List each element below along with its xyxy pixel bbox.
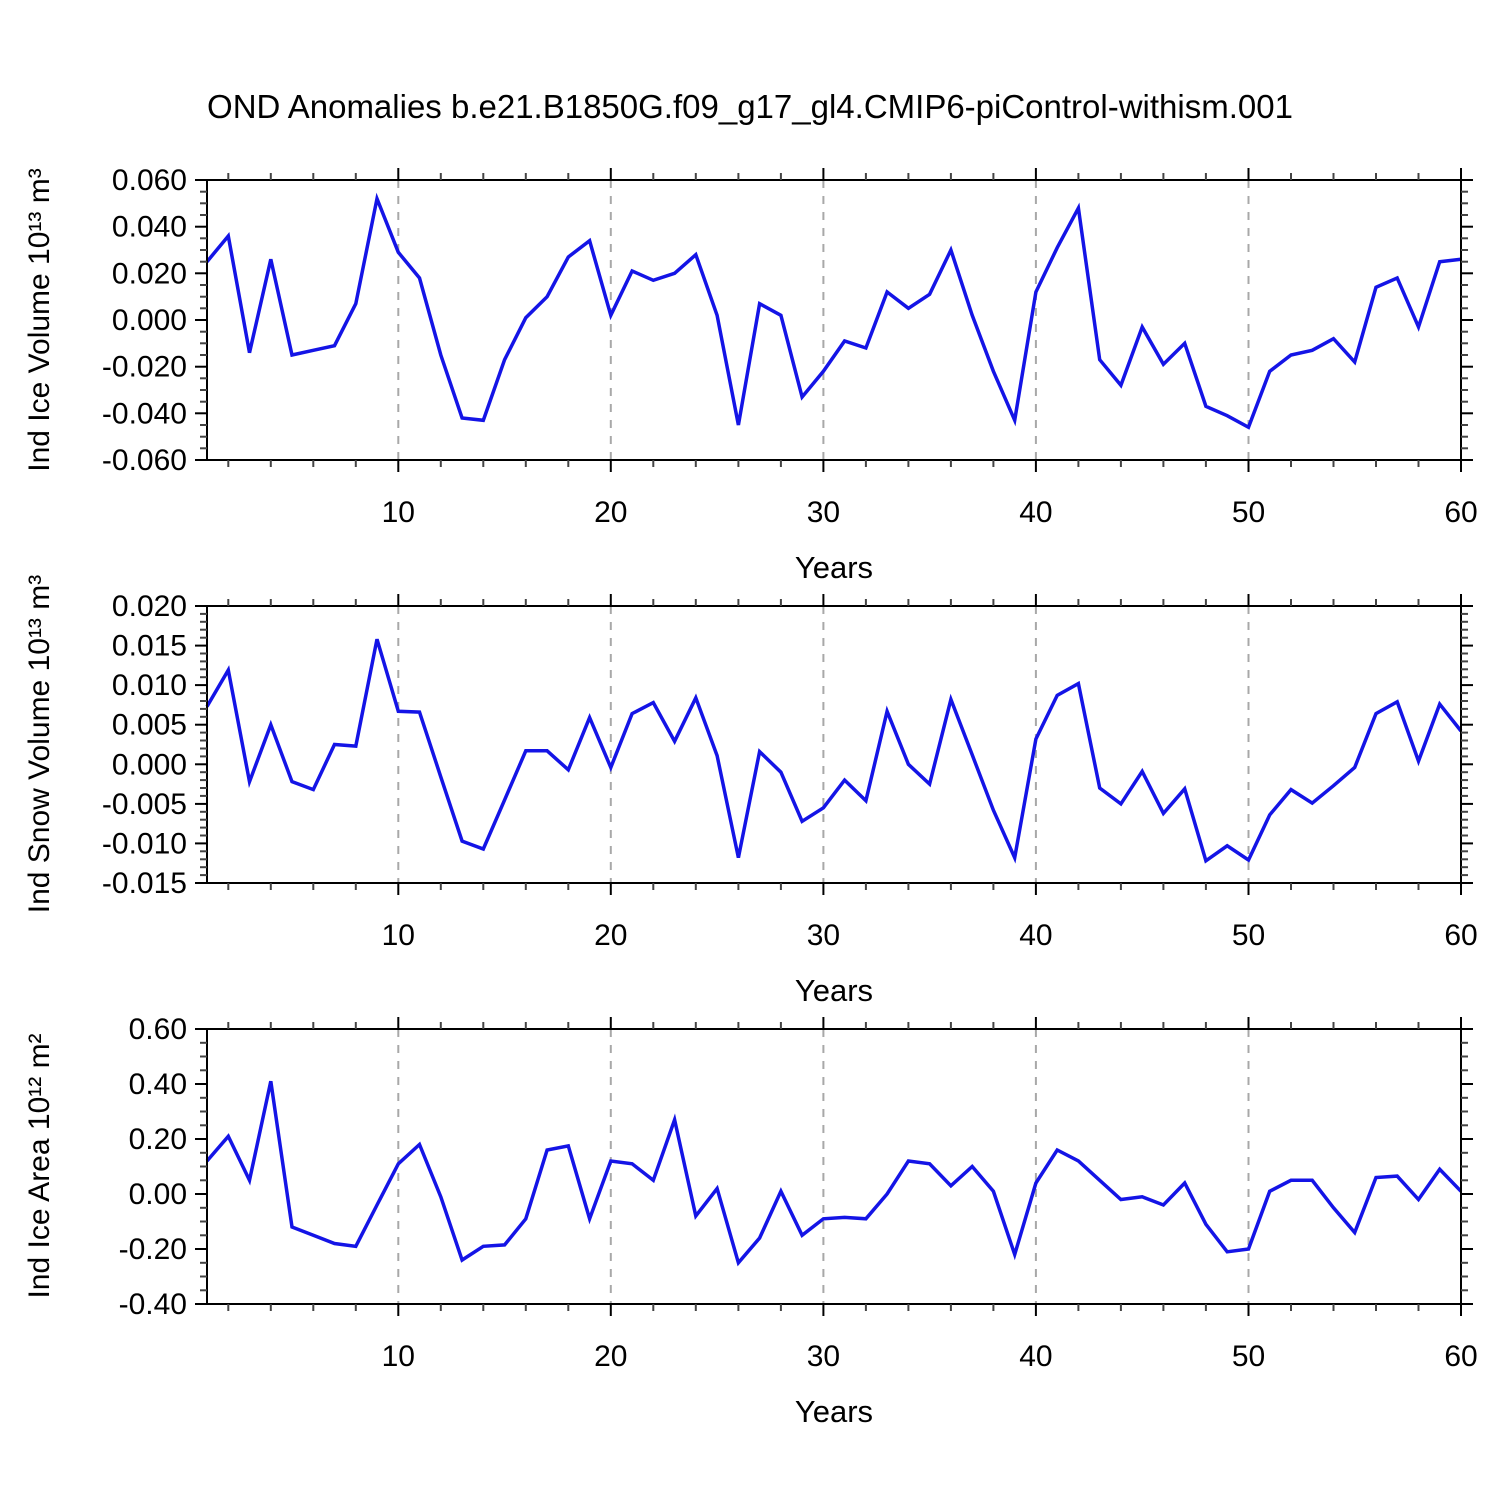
y-tick-label: 0.60 (129, 1013, 187, 1046)
y-tick-label: 0.015 (112, 630, 187, 663)
y-tick-label: 0.005 (112, 709, 187, 742)
x-tick-label: 10 (382, 919, 415, 952)
x-tick-label: 10 (382, 496, 415, 529)
x-tick-label: 20 (594, 496, 627, 529)
x-tick-label: 60 (1444, 496, 1477, 529)
x-tick-label: 30 (807, 919, 840, 952)
y-tick-label: 0.060 (112, 164, 187, 197)
y-tick-label: -0.20 (119, 1233, 187, 1266)
y-tick-label: -0.060 (102, 444, 187, 477)
panel-ind-snow-volume: 10 20 30 40 50 60 0.020 0.015 0.010 0.005 0.000 -0.… (102, 590, 1478, 952)
x-axis-label-panel-2: Years (794, 973, 874, 1008)
y-tick-label: 0.40 (129, 1068, 187, 1101)
y-tick-label: 0.020 (112, 590, 187, 623)
y-tick-label: -0.020 (102, 351, 187, 384)
x-tick-label: 50 (1232, 496, 1265, 529)
x-tick-label: 60 (1444, 919, 1477, 952)
x-tick-label: 30 (807, 1340, 840, 1373)
series-ind-ice-area (205, 1080, 1463, 1267)
chart-title: OND Anomalies b.e21.B1850G.f09_g17_gl4.C… (207, 88, 1293, 125)
y-tick-label: 0.000 (112, 304, 187, 337)
x-tick-label: 50 (1232, 919, 1265, 952)
y-tick-label: 0.040 (112, 211, 187, 244)
series-ind-ice-volume (205, 192, 1462, 430)
x-tick-label: 60 (1444, 1340, 1477, 1373)
y-tick-label: 0.20 (129, 1123, 187, 1156)
x-tick-label: 40 (1019, 496, 1052, 529)
x-axis-label-panel-3: Years (794, 1394, 874, 1429)
y-tick-label: 0.000 (112, 748, 187, 781)
y-tick-label: 0.020 (112, 257, 187, 290)
y-tick-label: 0.010 (112, 669, 187, 702)
y-tick-label: -0.40 (119, 1288, 187, 1321)
series-ind-snow-volume (205, 638, 1463, 864)
x-tick-label: 40 (1019, 1340, 1052, 1373)
x-tick-label: 50 (1232, 1340, 1265, 1373)
panel-frame (206, 605, 1462, 884)
panel-ind-ice-area: 10 20 30 40 50 60 0.60 0.40 0.20 0.00 -0.20 -0.40 (119, 1013, 1478, 1373)
panel-frame (206, 179, 1462, 461)
y-tick-label: -0.015 (102, 867, 187, 900)
y-tick-label: -0.005 (102, 788, 187, 821)
x-tick-label: 40 (1019, 919, 1052, 952)
x-tick-label: 10 (382, 1340, 415, 1373)
x-tick-label: 20 (594, 1340, 627, 1373)
y-tick-label: -0.040 (102, 397, 187, 430)
y-tick-label: -0.010 (102, 827, 187, 860)
x-tick-label: 30 (807, 496, 840, 529)
x-axis-label-panel-1: Years (794, 550, 874, 585)
x-tick-label: 20 (594, 919, 627, 952)
y-tick-label: 0.00 (129, 1178, 187, 1211)
panel-ind-ice-volume: 10 20 30 40 50 60 0.060 0.040 0.020 0.000 -0.020 -0… (102, 164, 1478, 529)
